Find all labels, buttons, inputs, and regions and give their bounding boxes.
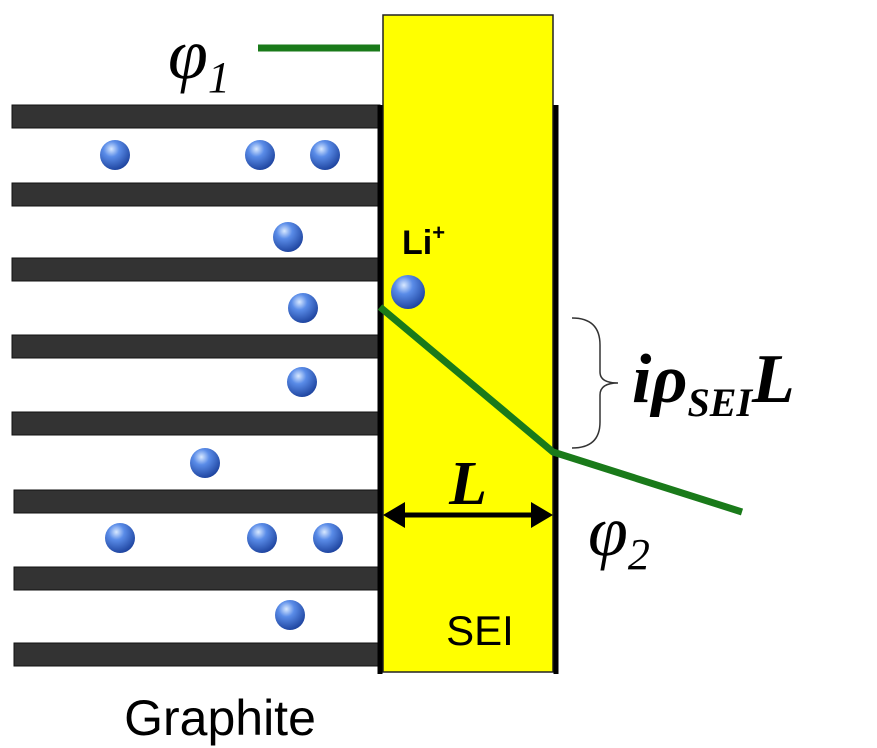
brace [572,318,618,448]
graphite-plate [12,105,380,128]
graphite-plate [12,412,380,435]
sei-layer [383,15,553,672]
graphite-label: Graphite [124,690,316,746]
subscript: 2 [628,530,650,579]
ion [310,140,340,170]
ion [247,523,277,553]
phi1-label: φ1 [168,14,230,102]
ion [287,367,317,397]
graphite-plate [12,258,380,281]
superscript: + [432,220,445,245]
ion [245,140,275,170]
graphite-layers [12,105,380,666]
subscript: 1 [208,53,230,102]
ion [313,523,343,553]
voltage-drop-label: iρSEIL [632,341,795,425]
ion [105,523,135,553]
diagram: φ1 Li+ iρSEIL L φ2 SEI Graphite [0,0,877,748]
prefix: iρ [632,341,688,418]
phi2-label: φ2 [588,491,650,579]
graphite-plate [12,335,380,358]
graphite-plate [14,567,380,590]
ion [275,600,305,630]
suffix: L [751,341,795,418]
ion [100,140,130,170]
ion [288,293,318,323]
ion [391,275,425,309]
graphite-plate [12,183,380,206]
lithium-ions [100,140,425,630]
symbol: φ [168,14,208,94]
thickness-label: L [448,450,487,518]
subscript: SEI [688,380,754,425]
graphite-plate [14,490,380,513]
symbol: φ [588,491,628,571]
graphite-plate [14,643,380,666]
text: Li [402,224,432,262]
ion [273,222,303,252]
sei-label: SEI [446,607,514,654]
ion [190,448,220,478]
